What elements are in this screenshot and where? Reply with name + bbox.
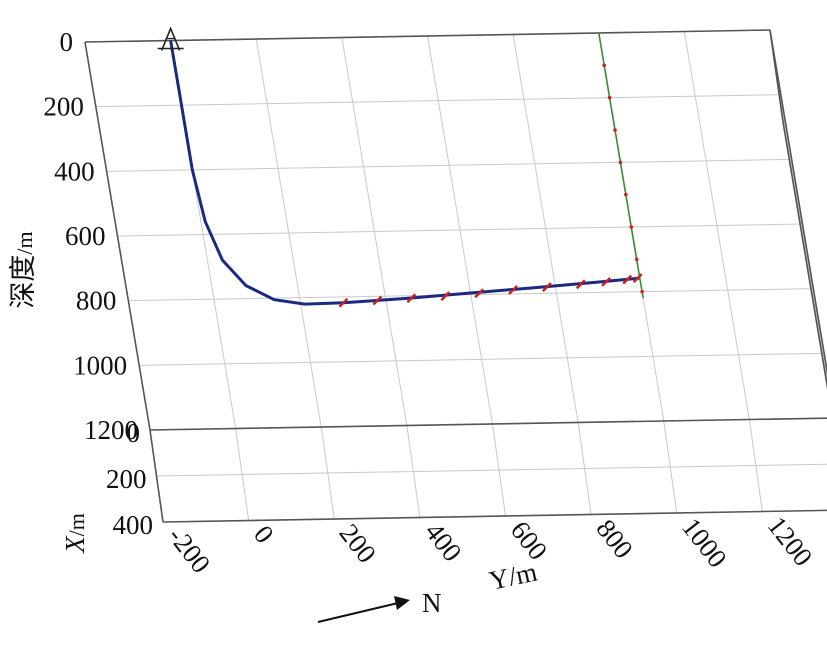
frame-edge [162,509,827,523]
x-axis-unit: /m [64,513,89,536]
frame-edge [84,41,151,431]
y-tick-label: 1200 [762,511,819,572]
frame-edge [149,417,827,431]
derrick-frame [160,26,181,51]
back-wall-gridline [255,38,322,428]
y-tick-label: 200 [334,518,383,568]
axes-frame [84,29,827,523]
back-wall-gridline [683,31,750,420]
y-tick-label: 400 [419,517,468,567]
vertical-well-marker [634,257,639,262]
perforation-marker [508,285,518,295]
depth-axis-name: 深度 [8,255,38,309]
perforation-marker [541,282,552,293]
frame-edge [769,29,784,123]
x-axis-name: X [60,535,90,554]
x-tick-label: 200 [106,464,147,494]
vertical-well-marker [613,128,617,132]
back-wall-gridline [512,34,579,423]
perforation-marker [575,279,586,290]
x-tick-labels: 0 200 400 [106,418,153,540]
svg-text:X/m: X/m [60,513,90,554]
perforation-marker [632,273,643,284]
x-tick-label: 400 [113,510,154,540]
wellbore-trajectory-line [169,40,640,306]
floor-gridline [156,463,827,477]
back-wall-gridline [341,37,408,426]
perforation-marker [440,291,451,301]
frame-edge [782,121,827,390]
perforation-marker [372,295,383,306]
vertical-well-marker [618,160,623,165]
y-tick-label: 1000 [676,512,733,573]
side-wall-gridline [782,121,827,388]
perforation-marker [622,274,633,285]
depth-tick-label: 400 [54,156,95,186]
grid-layer [84,29,827,523]
north-label: N [422,588,442,618]
vertical-well-marker [624,192,628,197]
derrick-icon [157,26,184,51]
marker-layer [338,63,644,308]
frame-edge [84,29,771,43]
frame-edge [769,29,827,376]
svg-text:深度/m: 深度/m [8,231,38,308]
depth-tick-label: 200 [43,92,84,122]
x-tick-label: 0 [127,418,141,448]
vertical-well-marker [607,95,612,100]
depth-tick-label: 1000 [73,350,127,380]
perforation-marker [474,288,485,299]
back-wall-gridline [427,35,493,425]
depth-tick-label: 0 [60,27,74,57]
vertical-well-marker [602,63,606,68]
y-tick-label: -200 [162,521,216,578]
y-tick-label: 0 [248,520,280,549]
side-wall-gridline [776,75,827,381]
perforation-marker [338,297,349,308]
depth-axis-unit: /m [12,231,37,254]
perforation-marker [601,277,611,287]
y-axis-label: Y/m [487,557,540,596]
vertical-well-marker [640,289,644,294]
north-arrow-head [394,596,410,610]
y-axis-title: Y/m [487,557,540,596]
depth-tick-label: 600 [65,221,106,251]
north-arrow-shaft [317,602,399,623]
vertical-well-marker [629,225,634,229]
depth-tick-labels: 0 200 400 600 800 1000 1200 [43,27,138,445]
x-axis-title: X/m [60,513,90,554]
perforation-marker [406,293,417,304]
frame-edge [149,429,164,523]
depth-axis-title: 深度/m [8,231,38,308]
y-tick-label: 800 [590,514,639,564]
depth-tick-label: 800 [76,286,117,316]
north-arrow: N [317,588,442,623]
depth-tick-label: 1200 [84,415,138,445]
